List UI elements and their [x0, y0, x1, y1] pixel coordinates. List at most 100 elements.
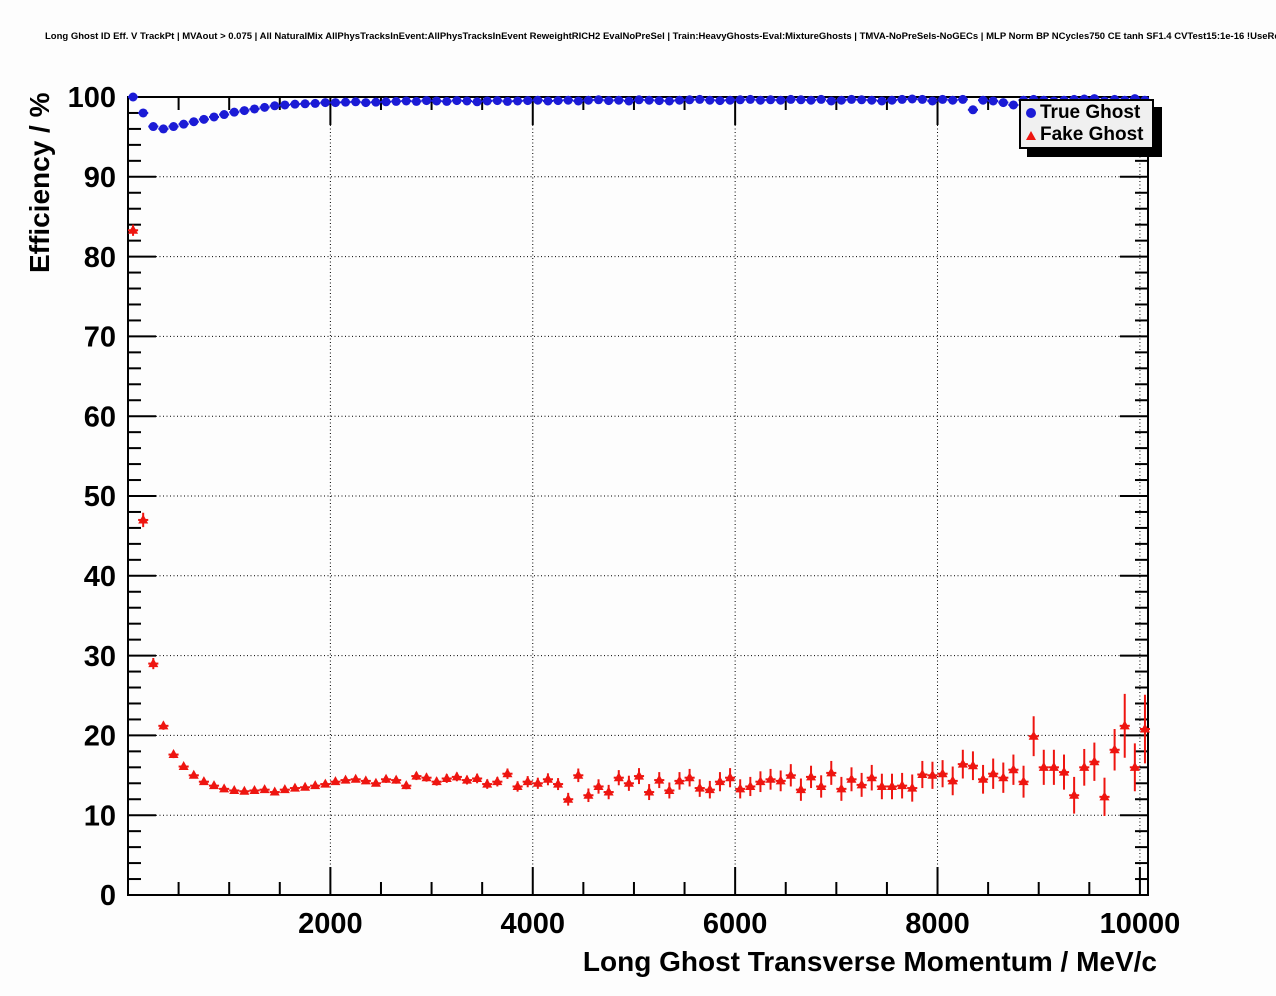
data-point [603, 786, 614, 796]
data-point [958, 94, 968, 104]
y-tick-label: 20 [84, 721, 116, 753]
fake-ghost-triangle-icon [1026, 130, 1036, 140]
data-point [178, 761, 189, 771]
data-point [168, 749, 179, 759]
data-point [431, 776, 442, 786]
legend: True Ghost Fake Ghost [1019, 99, 1154, 149]
data-point [938, 94, 948, 104]
data-point [360, 775, 371, 785]
data-point [664, 96, 674, 106]
data-point [199, 114, 209, 124]
data-point [1109, 744, 1120, 754]
data-point [816, 780, 827, 790]
data-point [472, 772, 483, 782]
data-point [553, 96, 563, 106]
data-point [1119, 720, 1130, 730]
data-point [523, 96, 533, 106]
true-ghost-circle-icon [1026, 108, 1036, 118]
data-point [948, 95, 958, 105]
legend-item-true-ghost: True Ghost [1021, 102, 1152, 124]
data-point [269, 786, 280, 796]
data-point [138, 108, 148, 118]
data-point [998, 98, 1008, 108]
data-point [684, 772, 695, 782]
data-point [725, 95, 735, 105]
y-tick-label: 0 [100, 880, 116, 912]
data-point [1048, 761, 1059, 771]
data-point [826, 767, 837, 777]
data-point [512, 780, 523, 790]
data-point [239, 785, 250, 795]
data-point [705, 95, 715, 105]
data-point [947, 775, 958, 785]
data-point [785, 769, 796, 779]
data-point [209, 780, 220, 790]
data-point [350, 773, 361, 783]
x-tick-label: 10000 [1100, 908, 1181, 940]
data-point [462, 96, 472, 106]
data-point [856, 779, 867, 789]
y-tick-label: 70 [84, 322, 116, 354]
data-point [289, 782, 300, 792]
data-point [351, 97, 361, 107]
data-point [988, 768, 999, 778]
data-point [1028, 730, 1039, 740]
x-axis-title: Long Ghost Transverse Momentum / MeV/c [582, 946, 1157, 977]
data-point [1038, 761, 1049, 771]
data-point [542, 773, 553, 783]
data-point [847, 94, 857, 104]
data-point [998, 772, 1009, 782]
y-tick-label: 30 [84, 641, 116, 673]
data-point [654, 96, 664, 106]
data-point [1018, 776, 1029, 786]
data-point [877, 96, 887, 106]
data-point [179, 119, 189, 129]
data-point [381, 773, 392, 783]
data-point [796, 95, 806, 105]
legend-label-true-ghost: True Ghost [1040, 102, 1141, 123]
data-point [978, 95, 988, 105]
data-point [897, 94, 907, 104]
data-point [451, 771, 462, 781]
data-point [482, 778, 493, 788]
data-point [1129, 761, 1140, 771]
data-point [138, 514, 149, 524]
data-point [259, 784, 270, 794]
data-point [148, 658, 159, 668]
x-tick-label: 8000 [905, 908, 970, 940]
legend-item-fake-ghost: Fake Ghost [1021, 124, 1152, 146]
data-point [775, 775, 786, 785]
data-point [644, 786, 655, 796]
y-tick-label: 60 [84, 401, 116, 433]
data-point [704, 784, 715, 794]
data-point [169, 122, 179, 132]
y-tick-label: 80 [84, 242, 116, 274]
data-point [714, 776, 725, 786]
data-point [957, 758, 968, 768]
data-point [776, 95, 786, 105]
data-point [765, 773, 776, 783]
data-point [502, 96, 512, 106]
data-point [1008, 764, 1019, 774]
data-point [401, 780, 412, 790]
data-point [907, 782, 918, 792]
data-point [604, 96, 614, 106]
y-tick-label: 50 [84, 481, 116, 513]
data-point [441, 772, 452, 782]
data-point [674, 95, 684, 105]
y-tick-label: 40 [84, 561, 116, 593]
data-point [381, 97, 391, 107]
data-point [866, 772, 877, 782]
data-point [573, 769, 584, 779]
data-point [310, 780, 321, 790]
data-point [917, 94, 927, 104]
data-point [320, 98, 330, 108]
data-point [442, 96, 452, 106]
data-point [1089, 756, 1100, 766]
data-point [219, 110, 229, 120]
data-point [755, 95, 765, 105]
data-point [685, 95, 695, 105]
data-point [128, 92, 138, 102]
y-axis-title: Efficiency / % [24, 92, 55, 273]
x-tick-label: 2000 [298, 908, 363, 940]
